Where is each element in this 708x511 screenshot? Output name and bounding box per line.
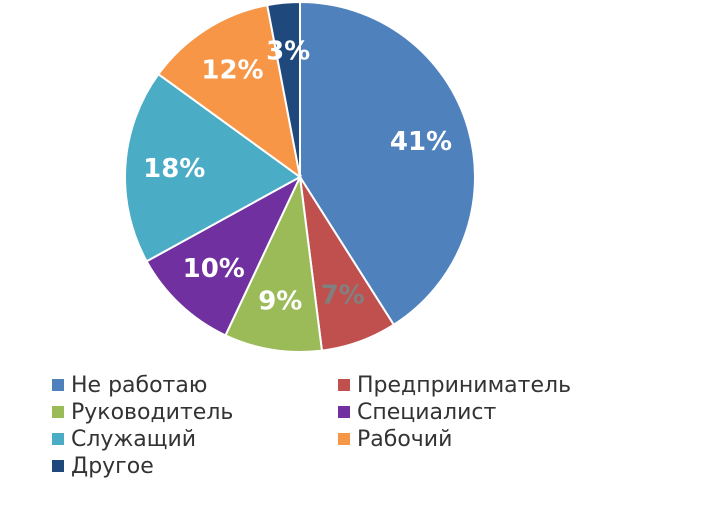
legend-item: Рабочий <box>338 426 452 452</box>
legend-label: Предприниматель <box>357 372 572 398</box>
legend-item: Не работаю <box>52 372 207 398</box>
pie-slice-3 <box>145 174 303 337</box>
legend-swatch <box>338 406 350 418</box>
slice-data-label: 7% <box>321 281 365 311</box>
legend-label: Руководитель <box>71 399 234 425</box>
legend-swatch <box>52 379 64 391</box>
legend-label: Другое <box>71 453 154 479</box>
legend-swatch <box>52 406 64 418</box>
slice-data-label: 3% <box>266 37 310 67</box>
legend-item: Руководитель <box>52 399 233 425</box>
legend-label: Не работаю <box>71 372 208 398</box>
legend-swatch <box>52 433 64 445</box>
pie-slice-0 <box>299 0 476 327</box>
legend-label: Служащий <box>71 426 197 452</box>
legend-item: Предприниматель <box>338 372 571 398</box>
pie-chart: 41% 7% 9% 10% 18% 12%3% <box>124 0 476 353</box>
legend-label: Специалист <box>357 399 497 425</box>
legend-item: Специалист <box>338 399 496 425</box>
legend-swatch <box>52 460 64 472</box>
legend-label: Рабочий <box>357 426 453 452</box>
pie-slice-4 <box>124 72 302 263</box>
legend-item: Служащий <box>52 426 196 452</box>
pie-slice-5 <box>157 3 302 180</box>
slice-data-label: 10% <box>183 254 245 284</box>
legend-swatch <box>338 379 350 391</box>
slice-data-label: 12% <box>201 56 263 86</box>
legend-swatch <box>338 433 350 445</box>
slice-data-label: 9% <box>258 286 302 316</box>
slice-data-label: 41% <box>390 127 452 157</box>
pie-slice-2 <box>224 173 324 353</box>
pie-slice-6 <box>266 0 301 178</box>
slice-data-label: 18% <box>143 154 205 184</box>
legend-item: Другое <box>52 453 154 479</box>
